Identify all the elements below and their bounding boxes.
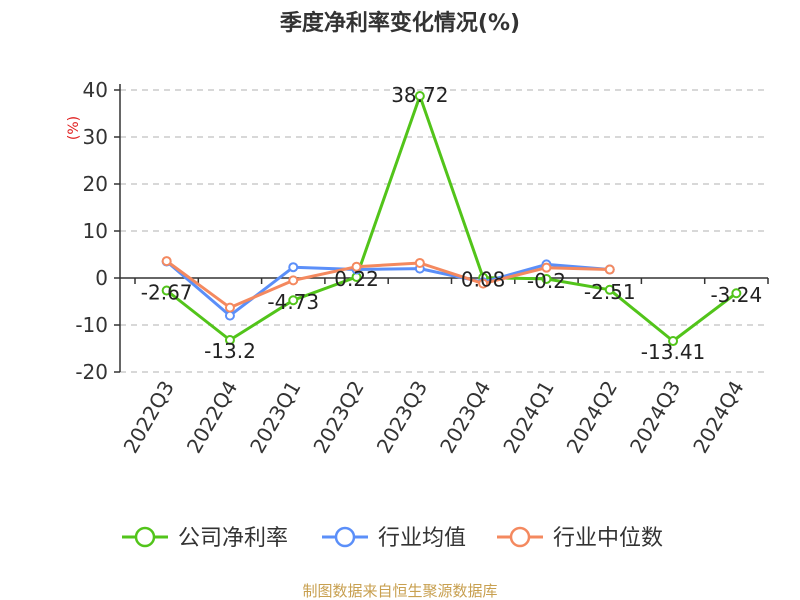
chart-title: 季度净利率变化情况(%) xyxy=(280,10,520,36)
y-tick-label: -10 xyxy=(75,313,108,337)
data-label: -3.24 xyxy=(710,283,762,307)
series-lines xyxy=(161,91,742,347)
x-tick-label: 2023Q4 xyxy=(435,377,495,458)
data-labels: -2.67 -13.2 -4.73 0.22 38.72 0.08 -0.2 -2.51 -13… xyxy=(141,83,762,364)
x-tick-label: 2024Q2 xyxy=(562,377,622,458)
data-point xyxy=(161,256,172,267)
data-label: -4.73 xyxy=(267,290,319,314)
data-label: 0.22 xyxy=(334,267,379,291)
data-point xyxy=(224,335,235,346)
legend-item-2[interactable]: 行业中位数 xyxy=(497,526,663,551)
x-tick-label: 2022Q3 xyxy=(119,377,179,458)
y-tick-label: -20 xyxy=(75,360,108,384)
data-label: -2.67 xyxy=(141,281,193,305)
x-tick-labels: 2022Q3 2022Q4 2023Q1 2023Q2 2023Q3 2023Q4 2024… xyxy=(119,377,749,458)
data-label: -13.41 xyxy=(641,340,705,364)
data-point xyxy=(224,310,235,321)
y-tick-label: 0 xyxy=(95,266,108,290)
data-point xyxy=(604,284,615,295)
data-point xyxy=(161,285,172,296)
data-label: 0.08 xyxy=(461,268,506,292)
data-label: -2.51 xyxy=(584,280,636,304)
legend-marker xyxy=(509,526,531,548)
x-tick-label: 2022Q4 xyxy=(182,377,242,458)
data-point xyxy=(604,264,615,275)
data-label: -0.2 xyxy=(527,269,566,293)
data-point xyxy=(288,275,299,286)
x-tick-label: 2023Q1 xyxy=(245,377,305,458)
x-tick-label: 2023Q2 xyxy=(308,377,368,458)
data-point xyxy=(414,91,425,102)
axes xyxy=(114,84,769,373)
y-tick-label: 20 xyxy=(83,172,108,196)
x-tick-label: 2023Q3 xyxy=(372,377,432,458)
legend-label: 行业中位数 xyxy=(553,526,663,551)
data-label: -13.2 xyxy=(204,339,256,363)
x-tick-label: 2024Q3 xyxy=(625,377,685,458)
data-point xyxy=(414,257,425,268)
y-tick-label: 40 xyxy=(83,78,108,102)
data-point xyxy=(478,278,489,289)
data-label: 38.72 xyxy=(391,83,448,107)
legend-label: 公司净利率 xyxy=(178,526,288,551)
grid-lines xyxy=(120,89,768,373)
series-line-0 xyxy=(165,94,738,343)
y-tick-label: 10 xyxy=(83,219,108,243)
y-axis-label: (%) xyxy=(66,116,82,140)
legend-marker xyxy=(134,526,156,548)
data-point xyxy=(351,261,362,272)
legend-item-0[interactable]: 公司净利率 xyxy=(122,526,288,551)
x-tick-label: 2024Q4 xyxy=(688,377,748,458)
data-point xyxy=(731,288,742,299)
data-point xyxy=(224,302,235,313)
legend-label: 行业均值 xyxy=(378,526,466,551)
series-line-1 xyxy=(165,260,610,318)
legend[interactable]: 公司净利率 行业均值 行业中位数 xyxy=(122,526,663,551)
data-point xyxy=(288,295,299,306)
legend-item-1[interactable]: 行业均值 xyxy=(322,526,466,551)
y-tick-labels: -20 -10 0 10 20 30 40 xyxy=(75,78,108,384)
data-point xyxy=(541,262,552,273)
data-point xyxy=(541,273,552,284)
x-tick-label: 2024Q1 xyxy=(498,377,558,458)
data-point xyxy=(288,262,299,273)
data-point xyxy=(668,336,679,347)
series-line-2 xyxy=(165,259,610,310)
y-tick-label: 30 xyxy=(83,125,108,149)
source-note: 制图数据来自恒生聚源数据库 xyxy=(302,582,497,600)
legend-marker xyxy=(334,526,356,548)
